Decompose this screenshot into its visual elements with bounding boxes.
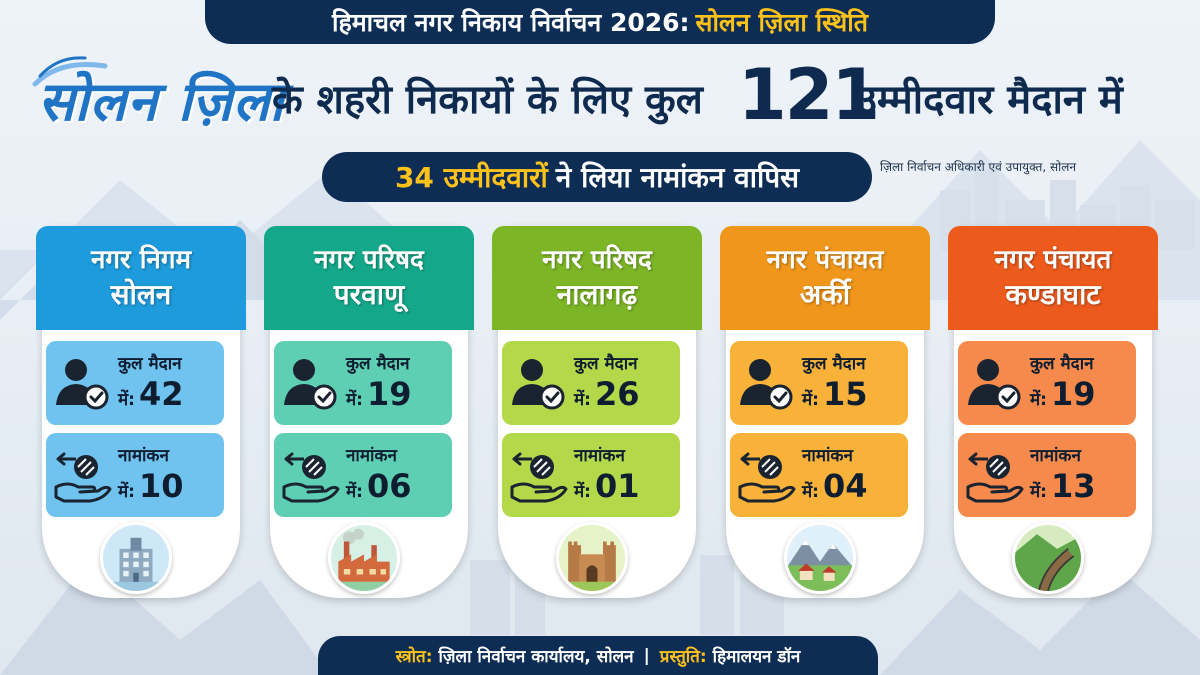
withdrawals-prefix: में: xyxy=(346,482,363,502)
top-banner: हिमाचल नगर निकाय निर्वाचन 2026: सोलन ज़ि… xyxy=(205,0,995,44)
contestants-label: कुल मैदान xyxy=(118,354,182,374)
contestants-box: कुल मैदान में: 15 xyxy=(730,341,908,425)
authority-label: ज़िला निर्वाचन अधिकारी एवं उपायुक्त, सोल… xyxy=(880,160,1077,174)
headline-text: के शहरी निकायों के लिए कुल xyxy=(272,77,703,123)
person-check-icon xyxy=(278,353,342,413)
contestants-label: कुल मैदान xyxy=(802,354,866,374)
mountain-village-icon xyxy=(784,522,856,594)
withdraw-hand-icon xyxy=(278,445,342,505)
card-title: नगर परिषद परवाणू xyxy=(264,226,474,330)
contestants-prefix: में: xyxy=(1030,390,1047,410)
withdrawal-text: ने लिया नामांकन वापिस xyxy=(555,161,800,194)
withdrawals-prefix: में: xyxy=(1030,482,1047,502)
withdrawals-box: नामांकन में: 04 xyxy=(730,433,908,517)
contestants-box: कुल मैदान में: 19 xyxy=(958,341,1136,425)
withdrawals-label: नामांकन xyxy=(346,446,397,466)
contestants-box: कुल मैदान में: 26 xyxy=(502,341,680,425)
contestants-prefix: में: xyxy=(574,390,591,410)
contestants-prefix: में: xyxy=(118,390,135,410)
withdrawals-prefix: में: xyxy=(118,482,135,502)
headline: सोलन ज़िला के शहरी निकायों के लिए कुल 12… xyxy=(0,54,1200,154)
withdrawals-box: नामांकन में: 06 xyxy=(274,433,452,517)
banner-title: हिमाचल नगर निकाय निर्वाचन 2026: xyxy=(331,8,690,37)
withdrawals-label: नामांकन xyxy=(802,446,853,466)
withdrawals-box: नामांकन में: 01 xyxy=(502,433,680,517)
person-check-icon xyxy=(50,353,114,413)
card-title: नगर परिषद नालागढ़ xyxy=(492,226,702,330)
town-name: नालागढ़ xyxy=(556,278,638,311)
card-title: नगर पंचायत अर्की xyxy=(720,226,930,330)
municipal-building-icon xyxy=(100,522,172,594)
person-check-icon xyxy=(962,353,1026,413)
town-name: कण्डाघाट xyxy=(1005,278,1101,311)
withdrawals-value: 04 xyxy=(822,467,868,505)
withdrawals-prefix: में: xyxy=(802,482,819,502)
body-type: नगर परिषद xyxy=(542,245,652,275)
contestants-label: कुल मैदान xyxy=(1030,354,1094,374)
withdrawal-count: 34 उम्मीदवारों xyxy=(394,161,548,194)
withdraw-hand-icon xyxy=(506,445,570,505)
town-name: परवाणू xyxy=(333,278,405,311)
withdrawals-box: नामांकन में: 13 xyxy=(958,433,1136,517)
contestants-value: 26 xyxy=(594,375,640,413)
contestants-prefix: में: xyxy=(802,390,819,410)
contestants-value: 19 xyxy=(366,375,412,413)
fort-icon xyxy=(556,522,628,594)
election-card: नगर निगम सोलन कुल मैदान में: 42 नामांकन xyxy=(36,226,246,598)
body-type: नगर पंचायत xyxy=(994,245,1112,275)
withdrawals-value: 06 xyxy=(366,467,412,505)
contestants-label: कुल मैदान xyxy=(574,354,638,374)
withdrawals-label: नामांकन xyxy=(574,446,625,466)
district-logo-text: सोलन ज़िला xyxy=(38,69,285,133)
presented-label: प्रस्तुति: xyxy=(659,647,707,667)
withdrawals-label: नामांकन xyxy=(1030,446,1081,466)
banner-subtitle: सोलन ज़िला स्थिति xyxy=(695,8,869,37)
town-name: सोलन xyxy=(110,278,172,311)
source-value: ज़िला निर्वाचन कार्यालय, सोलन xyxy=(438,647,634,667)
withdraw-hand-icon xyxy=(50,445,114,505)
contestants-prefix: में: xyxy=(346,390,363,410)
railway-track-icon xyxy=(1012,522,1084,594)
withdrawals-prefix: में: xyxy=(574,482,591,502)
withdrawals-value: 10 xyxy=(138,467,184,505)
withdraw-hand-icon xyxy=(962,445,1026,505)
withdrawals-label: नामांकन xyxy=(118,446,169,466)
footer-separator: | xyxy=(643,645,650,666)
presented-value: हिमालयन डॉन xyxy=(712,647,801,667)
contestants-label: कुल मैदान xyxy=(346,354,410,374)
total-candidates: 121 xyxy=(738,54,880,136)
card-title: नगर पंचायत कण्डाघाट xyxy=(948,226,1158,330)
body-type: नगर परिषद xyxy=(314,245,424,275)
contestants-box: कुल मैदान में: 42 xyxy=(46,341,224,425)
withdrawal-banner: 34 उम्मीदवारों ने लिया नामांकन वापिस xyxy=(322,152,872,202)
election-card: नगर पंचायत कण्डाघाट कुल मैदान में: 19 ना… xyxy=(948,226,1158,598)
swoosh-icon xyxy=(32,56,108,87)
source-label: स्त्रोत: xyxy=(395,647,433,667)
footer-credit: स्त्रोत: ज़िला निर्वाचन कार्यालय, सोलन |… xyxy=(318,636,878,675)
factory-icon xyxy=(328,522,400,594)
contestants-value: 15 xyxy=(822,375,868,413)
election-card: नगर परिषद परवाणू कुल मैदान में: 19 नामां… xyxy=(264,226,474,598)
body-type: नगर पंचायत xyxy=(766,245,884,275)
election-card: नगर परिषद नालागढ़ कुल मैदान में: 26 नामा… xyxy=(492,226,702,598)
withdrawals-box: नामांकन में: 10 xyxy=(46,433,224,517)
withdrawals-value: 01 xyxy=(594,467,640,505)
person-check-icon xyxy=(506,353,570,413)
contestants-box: कुल मैदान में: 19 xyxy=(274,341,452,425)
town-name: अर्की xyxy=(799,278,851,311)
withdrawals-value: 13 xyxy=(1050,467,1096,505)
person-check-icon xyxy=(734,353,798,413)
election-card: नगर पंचायत अर्की कुल मैदान में: 15 नामां… xyxy=(720,226,930,598)
withdraw-hand-icon xyxy=(734,445,798,505)
contestants-value: 42 xyxy=(138,375,184,413)
headline-end: उम्मीदवार मैदान में xyxy=(855,77,1123,123)
card-title: नगर निगम सोलन xyxy=(36,226,246,330)
contestants-value: 19 xyxy=(1050,375,1096,413)
body-type: नगर निगम xyxy=(90,245,192,275)
